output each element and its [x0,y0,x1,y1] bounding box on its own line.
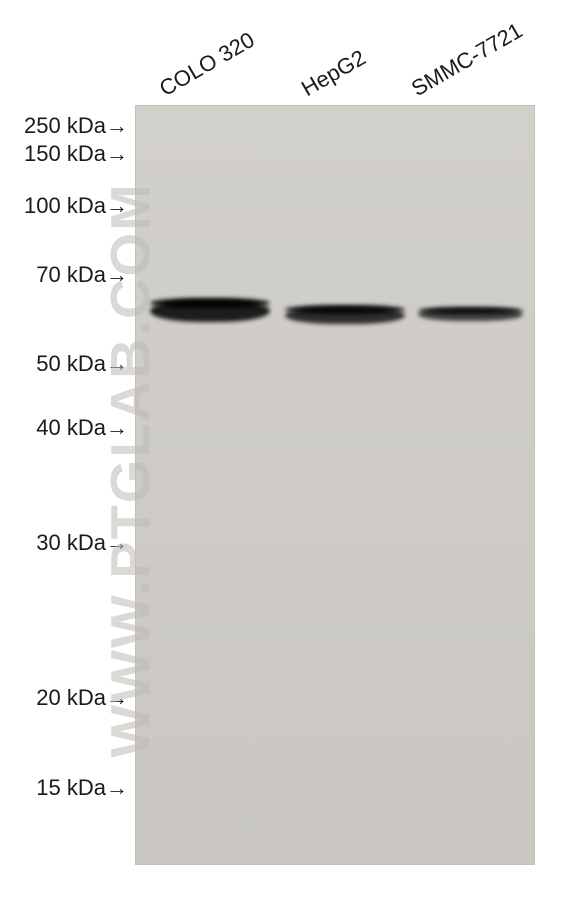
western-blot-membrane [135,105,535,865]
arrow-right-icon: → [106,415,128,441]
arrow-right-icon: → [106,685,128,711]
arrow-right-icon: → [106,530,128,556]
marker-label-5: 40 kDa→ [36,415,128,441]
marker-text-6: 30 kDa [36,530,106,555]
arrow-right-icon: → [106,193,128,219]
arrow-right-icon: → [106,262,128,288]
marker-label-2: 100 kDa→ [24,193,128,219]
arrow-right-icon: → [106,113,128,139]
protein-band-lane1 [285,305,405,314]
marker-label-8: 15 kDa→ [36,775,128,801]
marker-label-3: 70 kDa→ [36,262,128,288]
marker-text-0: 250 kDa [24,113,106,138]
marker-label-0: 250 kDa→ [24,113,128,139]
marker-label-7: 20 kDa→ [36,685,128,711]
marker-text-4: 50 kDa [36,351,106,376]
arrow-right-icon: → [106,351,128,377]
marker-text-1: 150 kDa [24,141,106,166]
arrow-right-icon: → [106,775,128,801]
lane-label-0: COLO 320 [155,27,259,102]
marker-label-1: 150 kDa→ [24,141,128,167]
protein-band-lane0 [150,298,270,308]
arrow-right-icon: → [106,141,128,167]
marker-text-5: 40 kDa [36,415,106,440]
marker-label-6: 30 kDa→ [36,530,128,556]
protein-band-lane2 [418,307,523,314]
lane-label-1: HepG2 [297,45,370,102]
marker-text-3: 70 kDa [36,262,106,287]
marker-text-2: 100 kDa [24,193,106,218]
marker-label-4: 50 kDa→ [36,351,128,377]
marker-text-8: 15 kDa [36,775,106,800]
marker-text-7: 20 kDa [36,685,106,710]
lane-label-2: SMMC-7721 [407,18,527,102]
